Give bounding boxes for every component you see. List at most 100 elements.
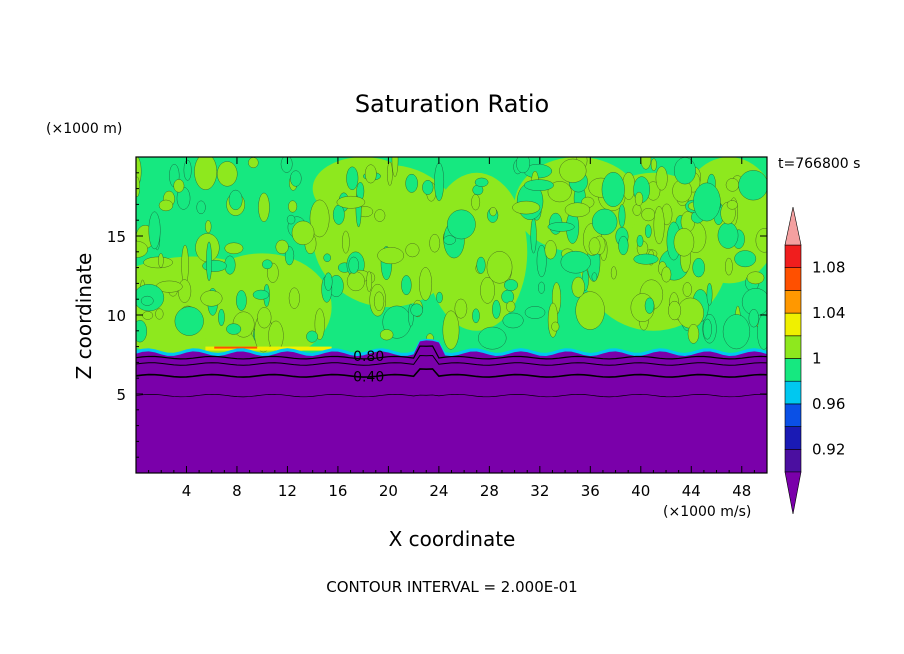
colorbar-tick-label: 1.08 [812, 259, 845, 277]
chart-title: Saturation Ratio [355, 90, 549, 118]
upper-field-patch [280, 157, 293, 173]
upper-field-patch [591, 272, 598, 282]
upper-field-patch [364, 164, 377, 184]
upper-field-patch [480, 276, 495, 304]
upper-field-patch [538, 281, 545, 294]
colorbar-swatch [784, 426, 802, 450]
upper-field-patch [706, 283, 713, 306]
upper-field-patch [410, 303, 424, 317]
upper-field-patch [429, 233, 441, 253]
upper-field-patch [636, 234, 644, 248]
colorbar-over-arrow [784, 206, 802, 246]
y-units-label: (×1000 m) [46, 121, 122, 137]
colorbar-tick-label: 0.96 [812, 395, 845, 413]
x-tick-label: 12 [278, 482, 297, 500]
upper-field-patch [252, 289, 270, 300]
upper-field-patch [275, 239, 289, 255]
upper-field-patch [323, 253, 331, 263]
upper-field-patch [547, 181, 572, 203]
contour-label: 0.80 [353, 349, 384, 365]
upper-field-patch [547, 222, 575, 232]
upper-field-patch [226, 323, 242, 335]
upper-field-patch [155, 308, 164, 320]
upper-field-patch [474, 177, 489, 187]
upper-field-patch [516, 157, 531, 174]
upper-field-patch [391, 157, 399, 177]
upper-field-patch [346, 271, 365, 292]
upper-field-patch [489, 206, 497, 217]
colorbar-swatch [784, 244, 802, 269]
colorbar-swatch [784, 267, 802, 291]
upper-field-patch [177, 279, 192, 303]
upper-field-patch [673, 227, 695, 257]
upper-field-patch [136, 319, 148, 343]
upper-field-patch [530, 217, 537, 254]
upper-field-patch [200, 290, 223, 307]
upper-field-patch [559, 158, 587, 183]
upper-field-patch [536, 244, 547, 278]
upper-field-patch [248, 157, 259, 169]
upper-field-patch [503, 279, 519, 291]
upper-field-patch [682, 282, 692, 297]
contour-line [135, 354, 768, 366]
upper-field-patch [757, 314, 767, 350]
upper-field-patch [218, 308, 225, 327]
upper-field-patch [655, 166, 668, 191]
colorbar-swatch [784, 448, 802, 473]
upper-field-patch [262, 259, 273, 270]
upper-field-patch [502, 312, 524, 329]
upper-field-patch [591, 208, 618, 236]
upper-field-patch [196, 200, 206, 215]
contour-lines [135, 345, 768, 398]
y-tick-label: 15 [107, 228, 126, 246]
upper-field-patch [202, 259, 227, 272]
contour-line [135, 368, 768, 378]
colorbar-swatch [784, 380, 802, 405]
upper-field-patch [290, 170, 302, 187]
upper-field-patch [692, 257, 705, 278]
upper-field-patch [471, 194, 481, 211]
upper-field-patch [506, 300, 516, 313]
colorbar-tick-label: 1.04 [812, 304, 845, 322]
upper-field-patch [181, 244, 189, 285]
upper-field-patch [560, 250, 591, 274]
upper-field-patch [288, 287, 300, 309]
x-tick-label: 24 [429, 482, 448, 500]
upper-field-patch [668, 300, 682, 321]
upper-field-patch [551, 321, 560, 332]
upper-field-patch [476, 256, 486, 274]
upper-field-patch [661, 266, 672, 283]
upper-field-patch [405, 243, 420, 258]
upper-field-patch [633, 253, 659, 265]
upper-field-patch [206, 241, 212, 282]
x-tick-label: 36 [581, 482, 600, 500]
upper-field-patch [650, 158, 657, 171]
upper-field-patch [454, 298, 468, 319]
upper-field-patch [618, 204, 626, 228]
upper-field-patch [571, 276, 585, 298]
x-tick-label: 20 [379, 482, 398, 500]
x-axis-title: X coordinate [389, 527, 516, 551]
upper-field-patch [418, 267, 433, 301]
dry-layer-fill [136, 340, 767, 473]
upper-field-patch [332, 204, 345, 225]
time-label: t=766800 s [778, 156, 860, 172]
y-tick-label: 10 [107, 307, 126, 325]
upper-field-patch [268, 320, 284, 351]
upper-field-patch [725, 178, 740, 192]
upper-field-patch [174, 306, 204, 336]
colorbar-swatch [784, 312, 802, 337]
upper-field-patch [693, 182, 721, 222]
upper-field-patch [373, 291, 385, 312]
upper-field-patch [618, 235, 629, 256]
upper-field-patch [306, 330, 318, 343]
contour-labels: 0.80 0.40 [353, 349, 384, 386]
upper-field-patch [634, 191, 644, 206]
upper-field-patch [748, 309, 760, 328]
upper-field-patch [640, 157, 652, 170]
colorbar-tick-label: 0.92 [812, 440, 845, 458]
upper-field-patch [687, 323, 700, 344]
upper-field-patch [324, 272, 333, 291]
colorbar: 0.92 0.96 1 1.04 1.08 [784, 206, 845, 515]
